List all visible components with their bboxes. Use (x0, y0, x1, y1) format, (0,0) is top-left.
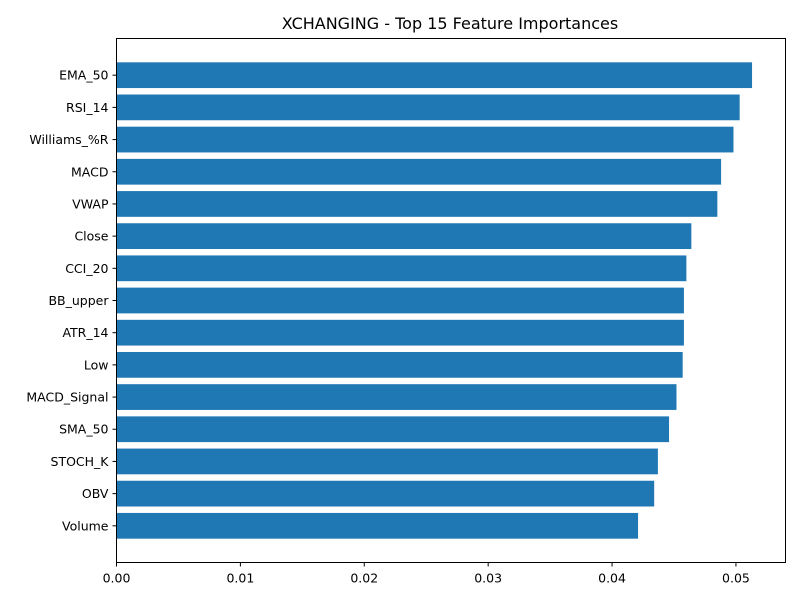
bar-low (116, 351, 683, 378)
x-tick-label: 0.04 (598, 571, 626, 586)
bars-group (116, 62, 753, 539)
x-tick-labels: 0.00 0.01 0.02 0.03 0.04 0.05 (103, 562, 750, 586)
y-tick-label: Low (84, 357, 109, 372)
y-tick-label: VWAP (72, 196, 109, 211)
bar-cci-20 (116, 255, 687, 282)
y-tick-label: CCI_20 (65, 261, 108, 276)
y-tick-label: OBV (82, 486, 109, 501)
y-tick-label: MACD_Signal (26, 390, 108, 405)
y-tick-label: BB_upper (48, 293, 109, 308)
x-tick-label: 0.05 (722, 571, 750, 586)
x-tick-label: 0.03 (474, 571, 502, 586)
y-tick-label: STOCH_K (51, 454, 110, 469)
bar-volume (116, 512, 639, 539)
bar-atr-14 (116, 319, 684, 346)
bar-obv (116, 480, 655, 507)
x-tick-label: 0.00 (103, 571, 131, 586)
bar-rsi-14 (116, 94, 740, 121)
y-tick-label: Williams_%R (29, 132, 108, 147)
y-tick-label: RSI_14 (66, 100, 109, 115)
bar-macd-signal (116, 384, 677, 410)
bar-stoch-k (116, 448, 658, 475)
y-tick-label: EMA_50 (59, 68, 108, 83)
bar-ema-50 (116, 62, 753, 89)
x-tick-label: 0.02 (350, 571, 378, 586)
bar-bb-upper (116, 287, 684, 314)
y-tick-label: SMA_50 (59, 422, 108, 437)
bar-williams-r (116, 126, 734, 153)
plot-frame (116, 38, 786, 563)
y-tick-label: ATR_14 (62, 325, 108, 340)
chart-title: XCHANGING - Top 15 Feature Importances (282, 14, 618, 33)
y-tick-label: MACD (71, 164, 108, 179)
y-tick-label: Volume (62, 518, 109, 533)
x-tick-label: 0.01 (226, 571, 254, 586)
y-tick-labels: EMA_50 RSI_14 Williams_%R MACD VWAP Close CCI_… (26, 68, 117, 533)
bar-macd (116, 158, 722, 185)
bar-sma-50 (116, 416, 670, 443)
y-tick-label: Close (74, 229, 108, 244)
bar-close (116, 223, 692, 250)
bar-vwap (116, 191, 718, 217)
